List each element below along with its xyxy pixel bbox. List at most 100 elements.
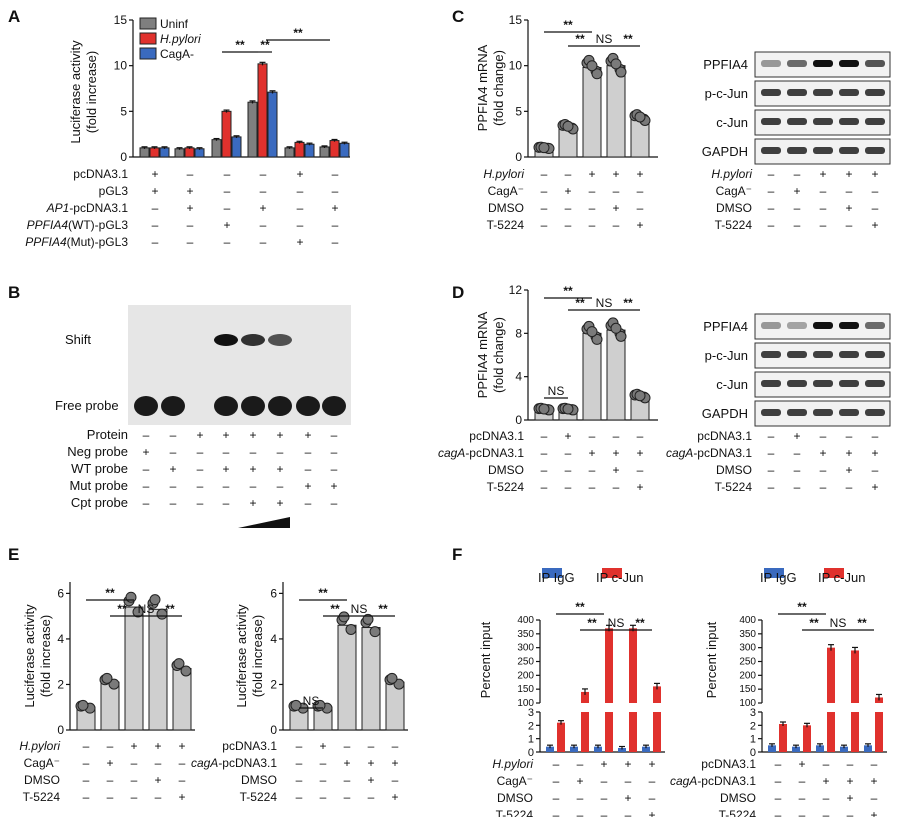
panel-d-blot-row-mark: + xyxy=(793,429,800,443)
panel-c-blot-row-mark: – xyxy=(846,218,853,232)
panel-a-bar xyxy=(194,148,205,158)
panel-f-left-row-mark: – xyxy=(577,808,584,817)
panel-c-blot-band xyxy=(865,89,885,96)
panel-f-right-row-mark: – xyxy=(823,791,830,805)
panel-c-blot-row-mark: – xyxy=(768,201,775,215)
panel-b-row-label: Protein xyxy=(87,427,128,442)
panel-c-blot-band xyxy=(813,147,833,154)
panel-a-row-label-part: PPFIA4 xyxy=(27,218,69,232)
panel-c-blot-band xyxy=(787,89,807,96)
panel-b-row-mark: – xyxy=(331,496,338,510)
panel-e-left-dot xyxy=(173,658,185,670)
panel-c-dot xyxy=(610,58,622,70)
panel-a-row-mark: – xyxy=(224,167,231,181)
panel-d-blot-band xyxy=(865,380,885,387)
panel-b-row-mark: + xyxy=(276,428,283,442)
panel-f-right-row-label: DMSO xyxy=(720,791,756,805)
panel-b-row-mark: + xyxy=(276,496,283,510)
panel-label-A: A xyxy=(8,7,20,26)
panel-c-blot-row-label: H.pylori xyxy=(711,167,752,181)
panel-f-left-igg-bar xyxy=(594,746,602,752)
panel-c-y-tick-label: 15 xyxy=(509,13,523,27)
panel-e-right-dot xyxy=(362,613,374,625)
panel-d-blot-band xyxy=(761,409,781,416)
panel-f-right-row-mark: + xyxy=(798,757,805,771)
panel-e-right-y-tick-label: 4 xyxy=(270,632,277,646)
panel-e-right-row-label-part: pcDNA3.1 xyxy=(222,739,277,753)
panel-f-right-row-mark: – xyxy=(775,791,782,805)
panel-b-row-mark: – xyxy=(143,479,150,493)
panel-c-dot xyxy=(586,60,598,72)
panel-d-blot-row-mark: – xyxy=(820,463,827,477)
panel-e-right-row-label-part: DMSO xyxy=(241,773,277,787)
panel-b-row-mark: – xyxy=(143,496,150,510)
panel-a-bar xyxy=(149,147,160,158)
panel-c-row-mark: + xyxy=(564,184,571,198)
panel-d-blot-row-mark: + xyxy=(819,446,826,460)
panel-d-row-label-part: T-5224 xyxy=(487,480,525,494)
panel-f-left-row-mark: – xyxy=(553,757,560,771)
panel-e-left-row-mark: – xyxy=(179,756,186,770)
panel-a-row-mark: – xyxy=(260,218,267,232)
panel-d-blot-row-mark: + xyxy=(845,446,852,460)
panel-c-bar xyxy=(582,66,602,158)
panel-d-sig-label: ** xyxy=(563,284,573,298)
panel-b-row-mark: – xyxy=(197,496,204,510)
panel-e-left-dot xyxy=(132,606,144,618)
panel-f-left-row-mark: – xyxy=(601,808,608,817)
panel-f-right-legend-swatch xyxy=(824,568,844,578)
panel-c-blot-row-mark: + xyxy=(871,218,878,232)
panel-b-free-band xyxy=(161,396,185,416)
panel-c-blot-row-label-part: T-5224 xyxy=(715,218,753,232)
panel-a-y-tick-label: 0 xyxy=(120,150,127,164)
panel-a-row-mark: + xyxy=(259,201,266,215)
panel-c-row-mark: – xyxy=(589,201,596,215)
panel-e-right-row-mark: – xyxy=(320,773,327,787)
panel-d-blot-band xyxy=(761,380,781,387)
panel-c-blot-band xyxy=(787,118,807,125)
panel-d-sig-label: ** xyxy=(623,296,633,310)
panel-b-row-label: Cpt probe xyxy=(71,495,128,510)
panel-f-right-cjun-bar xyxy=(779,724,787,752)
panel-f-left-row-mark: – xyxy=(577,757,584,771)
panel-d-row-mark: + xyxy=(612,446,619,460)
panel-f-left-row-mark: – xyxy=(625,774,632,788)
panel-b-row-mark: + xyxy=(304,479,311,493)
panel-a-row-label-part: AP1 xyxy=(46,201,70,215)
panel-c-blot-row-mark: + xyxy=(845,167,852,181)
panel-c-blot-row-mark: – xyxy=(846,184,853,198)
panel-d-ylabel: PPFIA4 mRNA xyxy=(475,311,490,398)
panel-e-right-row-mark: – xyxy=(296,790,303,804)
panel-a-row-label-part: PPFIA4 xyxy=(25,235,67,249)
panel-c-blot-band xyxy=(761,147,781,154)
panel-f-right-cjun-bar xyxy=(827,647,835,703)
panel-f-right-cjun-bar xyxy=(803,725,811,752)
panel-f-right-row-label-part: T-5224 xyxy=(719,808,757,817)
panel-b-row-mark: – xyxy=(197,462,204,476)
panel-c-blot-row-mark: + xyxy=(819,167,826,181)
panel-a-row-mark: – xyxy=(260,184,267,198)
panel-f-left-igg-bar xyxy=(546,746,554,752)
panel-f-left-row-mark: – xyxy=(649,774,656,788)
panel-f-left-igg-bar xyxy=(618,748,626,752)
panel-d-blot-row-mark: – xyxy=(794,446,801,460)
panel-c-row-mark: – xyxy=(613,218,620,232)
panel-d-row-label-part: -pcDNA3.1 xyxy=(465,446,524,460)
panel-e-left-y-tick-label: 0 xyxy=(57,723,64,737)
panel-f-left-igg-bar xyxy=(570,746,578,752)
panel-d-blot-band xyxy=(839,351,859,358)
panel-c-blot-band xyxy=(761,60,781,67)
panel-e-right-row-mark: – xyxy=(344,739,351,753)
panel-a-row-mark: – xyxy=(152,235,159,249)
panel-c-blot-row-label: CagA⁻ xyxy=(716,184,752,198)
panel-b-free-band xyxy=(268,396,292,416)
panel-f-right-legend-label: IP c-Jun xyxy=(818,570,865,585)
panel-e-left-row-mark: – xyxy=(131,773,138,787)
panel-c-blot-row-label-part: CagA⁻ xyxy=(716,184,752,198)
panel-d-dot xyxy=(586,326,598,338)
panel-f-left-tick-label: 400 xyxy=(517,615,534,626)
panel-f-right-sig-label: ** xyxy=(857,616,867,630)
panel-a-bar xyxy=(319,146,330,158)
panel-b-row-mark: + xyxy=(249,462,256,476)
panel-d-blot-label: c-Jun xyxy=(716,377,748,392)
